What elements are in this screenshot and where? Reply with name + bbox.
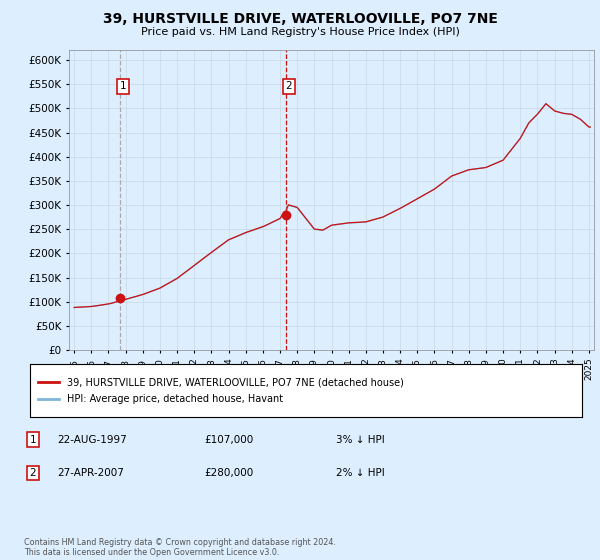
Text: 2% ↓ HPI: 2% ↓ HPI (336, 468, 385, 478)
Text: 2: 2 (286, 81, 292, 91)
Legend: 39, HURSTVILLE DRIVE, WATERLOOVILLE, PO7 7NE (detached house), HPI: Average pric: 39, HURSTVILLE DRIVE, WATERLOOVILLE, PO7… (33, 372, 409, 409)
Text: 1: 1 (29, 435, 37, 445)
Text: 27-APR-2007: 27-APR-2007 (57, 468, 124, 478)
Text: 3% ↓ HPI: 3% ↓ HPI (336, 435, 385, 445)
Text: £280,000: £280,000 (204, 468, 253, 478)
Text: 1: 1 (119, 81, 126, 91)
Text: 2: 2 (29, 468, 37, 478)
Text: 39, HURSTVILLE DRIVE, WATERLOOVILLE, PO7 7NE: 39, HURSTVILLE DRIVE, WATERLOOVILLE, PO7… (103, 12, 497, 26)
Text: Price paid vs. HM Land Registry's House Price Index (HPI): Price paid vs. HM Land Registry's House … (140, 27, 460, 37)
Text: £107,000: £107,000 (204, 435, 253, 445)
Text: Contains HM Land Registry data © Crown copyright and database right 2024.
This d: Contains HM Land Registry data © Crown c… (24, 538, 336, 557)
Text: 22-AUG-1997: 22-AUG-1997 (57, 435, 127, 445)
